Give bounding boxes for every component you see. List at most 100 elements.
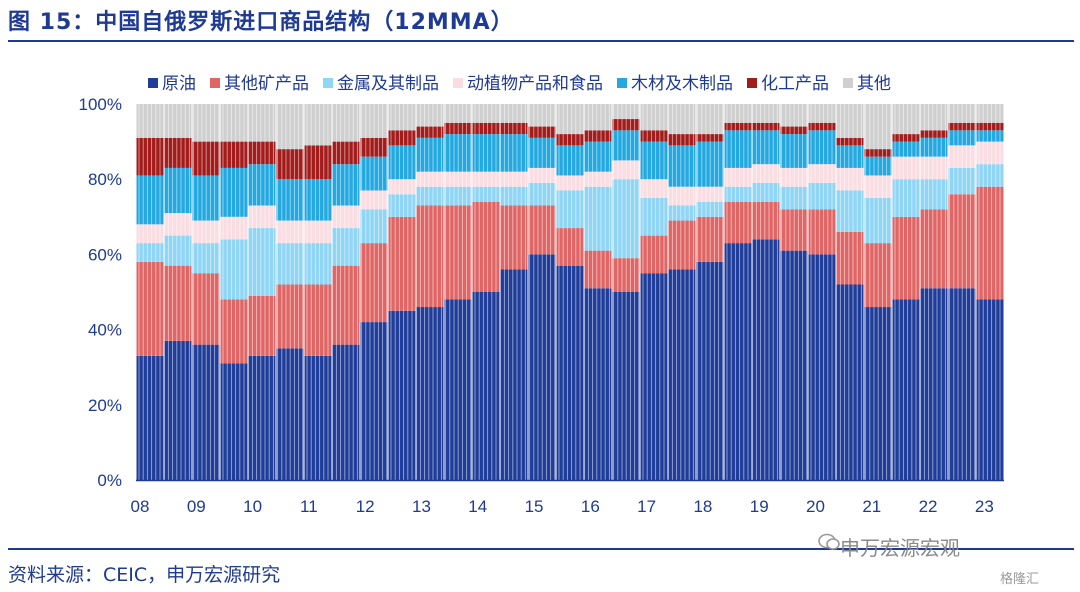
bar-segment xyxy=(556,228,584,266)
bar-segment xyxy=(136,224,164,244)
bar-segment xyxy=(220,167,248,217)
bar-segment xyxy=(920,104,948,131)
bar-column xyxy=(836,104,864,480)
bar-column xyxy=(332,104,360,480)
bar-segment xyxy=(472,171,500,187)
bar-segment xyxy=(304,355,332,480)
bar-segment xyxy=(640,141,668,180)
bar-column xyxy=(248,104,276,480)
y-tick-label: 40% xyxy=(88,321,122,340)
legend-item: 原油 xyxy=(148,74,196,94)
stacked-bar-chart: 原油 其他矿产品 金属及其制品 动植物产品和食品 木材及木制品 化工产品 其他 0% 20% 4… xyxy=(79,74,1004,516)
footer-divider xyxy=(8,548,1074,550)
bar-segment xyxy=(920,209,948,289)
bar-segment xyxy=(332,344,360,480)
bar-segment xyxy=(668,269,696,480)
bar-column xyxy=(388,104,416,480)
bar-segment xyxy=(836,137,864,146)
x-tick-label: 18 xyxy=(693,497,712,516)
bar-segment xyxy=(584,141,612,172)
bar-segment xyxy=(724,122,752,131)
x-tick-label: 10 xyxy=(243,497,262,516)
bar-segment xyxy=(556,175,584,191)
bar-segment xyxy=(388,104,416,131)
bar-segment xyxy=(724,243,752,480)
bar-segment xyxy=(556,134,584,146)
bar-segment xyxy=(584,104,612,131)
y-tick-label: 0% xyxy=(97,471,122,490)
bar-segment xyxy=(332,228,360,266)
bar-column xyxy=(808,104,836,480)
bar-segment xyxy=(248,104,276,142)
bar-segment xyxy=(668,104,696,135)
bar-segment xyxy=(136,137,164,176)
bar-segment xyxy=(332,104,360,142)
bar-segment xyxy=(640,179,668,198)
title-divider xyxy=(8,40,1074,42)
bar-segment xyxy=(752,239,780,480)
x-tick-label: 09 xyxy=(187,497,206,516)
bar-segment xyxy=(164,235,192,266)
bar-segment xyxy=(668,145,696,187)
legend-label: 动植物产品和食品 xyxy=(467,74,603,94)
bar-segment xyxy=(724,186,752,202)
bar-segment xyxy=(976,164,1004,187)
legend-swatch xyxy=(747,78,757,88)
bar-segment xyxy=(416,307,444,480)
bar-column xyxy=(500,104,528,480)
legend-swatch xyxy=(453,78,463,88)
bar-segment xyxy=(304,145,332,180)
bar-segment xyxy=(640,235,668,274)
legend-swatch xyxy=(617,78,627,88)
bar-segment xyxy=(668,134,696,146)
bar-segment xyxy=(416,126,444,138)
bar-segment xyxy=(304,243,332,285)
bar-segment xyxy=(836,190,864,232)
bar-segment xyxy=(640,104,668,131)
bar-column xyxy=(892,104,920,480)
bar-segment xyxy=(724,167,752,187)
x-tick-label: 19 xyxy=(750,497,769,516)
plot-area xyxy=(136,102,1004,480)
bar-segment xyxy=(472,186,500,202)
bar-segment xyxy=(892,141,920,157)
bar-segment xyxy=(808,254,836,480)
y-axis: 0% 20% 40% 60% 80% 100% xyxy=(79,95,122,490)
y-tick-label: 60% xyxy=(88,245,122,264)
bar-segment xyxy=(584,250,612,289)
y-tick-label: 100% xyxy=(79,95,122,114)
bar-segment xyxy=(136,355,164,480)
source-note: 资料来源：CEIC，申万宏源研究 xyxy=(8,564,281,586)
bar-column xyxy=(724,104,752,480)
bar-segment xyxy=(388,194,416,217)
bar-segment xyxy=(472,201,500,292)
bar-segment xyxy=(304,104,332,146)
bar-segment xyxy=(164,167,192,214)
x-tick-label: 11 xyxy=(300,497,318,516)
legend-label: 化工产品 xyxy=(761,74,829,94)
bar-segment xyxy=(164,137,192,168)
y-tick-label: 80% xyxy=(88,170,122,189)
bar-segment xyxy=(136,243,164,262)
x-tick-label: 13 xyxy=(412,497,431,516)
bar-segment xyxy=(920,288,948,480)
bar-segment xyxy=(584,130,612,142)
bar-segment xyxy=(976,141,1004,165)
bar-column xyxy=(556,104,584,480)
bar-column xyxy=(136,104,164,480)
bar-segment xyxy=(808,104,836,123)
bar-segment xyxy=(220,363,248,480)
bar-segment xyxy=(836,284,864,480)
x-tick-label: 08 xyxy=(131,497,150,516)
x-tick-label: 15 xyxy=(525,497,544,516)
bar-segment xyxy=(500,122,528,135)
bar-segment xyxy=(976,122,1004,131)
bar-segment xyxy=(164,104,192,138)
bar-column xyxy=(472,104,500,480)
bar-segment xyxy=(220,216,248,240)
bar-segment xyxy=(472,104,500,123)
bar-segment xyxy=(584,186,612,251)
legend-swatch xyxy=(843,78,853,88)
legend-swatch xyxy=(210,78,220,88)
bar-segment xyxy=(724,130,752,168)
